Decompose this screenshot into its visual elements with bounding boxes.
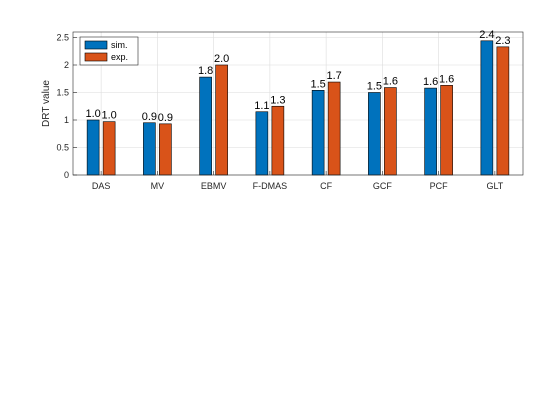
bar-exp <box>440 85 453 176</box>
x-tick-label: GCF <box>373 181 393 191</box>
data-label: 2.0 <box>214 53 229 65</box>
bar-sim <box>199 76 212 176</box>
data-label: 1.8 <box>198 65 213 77</box>
y-tick-label: 2.5 <box>56 33 69 43</box>
axis-ticks: 0 0.5 1 1.5 2 2.5 DAS MV EBMV F-DMAS CF GCF PCF GLT <box>56 33 503 192</box>
data-label: 1.6 <box>423 76 438 88</box>
bar-sim <box>311 90 325 176</box>
data-label: 1.6 <box>439 73 454 85</box>
bar-exp <box>102 121 116 176</box>
y-tick-label: 0 <box>64 170 69 180</box>
x-tick-label: F-DMAS <box>253 181 288 191</box>
data-label: 1.0 <box>101 110 116 122</box>
data-label: 0.9 <box>158 112 173 124</box>
bar-exp <box>271 105 285 176</box>
legend: sim. exp. <box>79 36 139 66</box>
legend-swatch-exp <box>84 52 108 62</box>
x-tick-label: GLT <box>486 181 503 191</box>
bar-exp <box>159 123 172 176</box>
x-tick-label: MV <box>151 181 165 191</box>
data-label: 1.6 <box>383 76 398 88</box>
data-label: 0.9 <box>142 111 157 123</box>
data-label: 1.3 <box>270 94 285 106</box>
data-label: 1.5 <box>367 81 382 93</box>
y-tick-label: 1.5 <box>56 88 69 98</box>
bars <box>86 40 510 176</box>
data-label: 1.7 <box>326 70 341 82</box>
y-tick-label: 2 <box>64 60 69 70</box>
y-axis-label: DRT value <box>41 80 52 127</box>
bar-exp <box>327 81 341 176</box>
legend-label-sim: sim. <box>111 40 128 50</box>
x-tick-label: DAS <box>92 181 111 191</box>
bar-exp <box>496 46 510 176</box>
bar-sim <box>255 111 269 176</box>
x-tick-label: EBMV <box>201 181 227 191</box>
x-tick-label: CF <box>320 181 332 191</box>
bar-exp <box>384 87 397 176</box>
y-tick-label: 0.5 <box>56 143 69 153</box>
x-tick-label: PCF <box>430 181 449 191</box>
legend-swatch-sim <box>84 40 108 50</box>
bar-sim <box>480 40 494 176</box>
y-tick-label: 1 <box>64 115 69 125</box>
data-label: 1.1 <box>254 100 269 112</box>
grid-lines <box>73 32 523 176</box>
plot-frame <box>72 31 524 176</box>
data-labels: 1.0 1.0 0.9 0.91.82.01.1 1.31.51.71.5 1.6 1.6 1… <box>85 29 510 124</box>
bar-sim <box>368 92 381 176</box>
data-label: 1.0 <box>85 108 100 120</box>
bar-sim <box>424 87 437 176</box>
data-label: 2.4 <box>479 29 494 41</box>
legend-label-exp: exp. <box>111 52 128 62</box>
data-label: 2.3 <box>495 35 510 47</box>
bar-sim <box>86 119 100 176</box>
data-label: 1.5 <box>310 78 325 90</box>
bar-exp <box>215 64 228 176</box>
bar-sim <box>143 122 156 176</box>
